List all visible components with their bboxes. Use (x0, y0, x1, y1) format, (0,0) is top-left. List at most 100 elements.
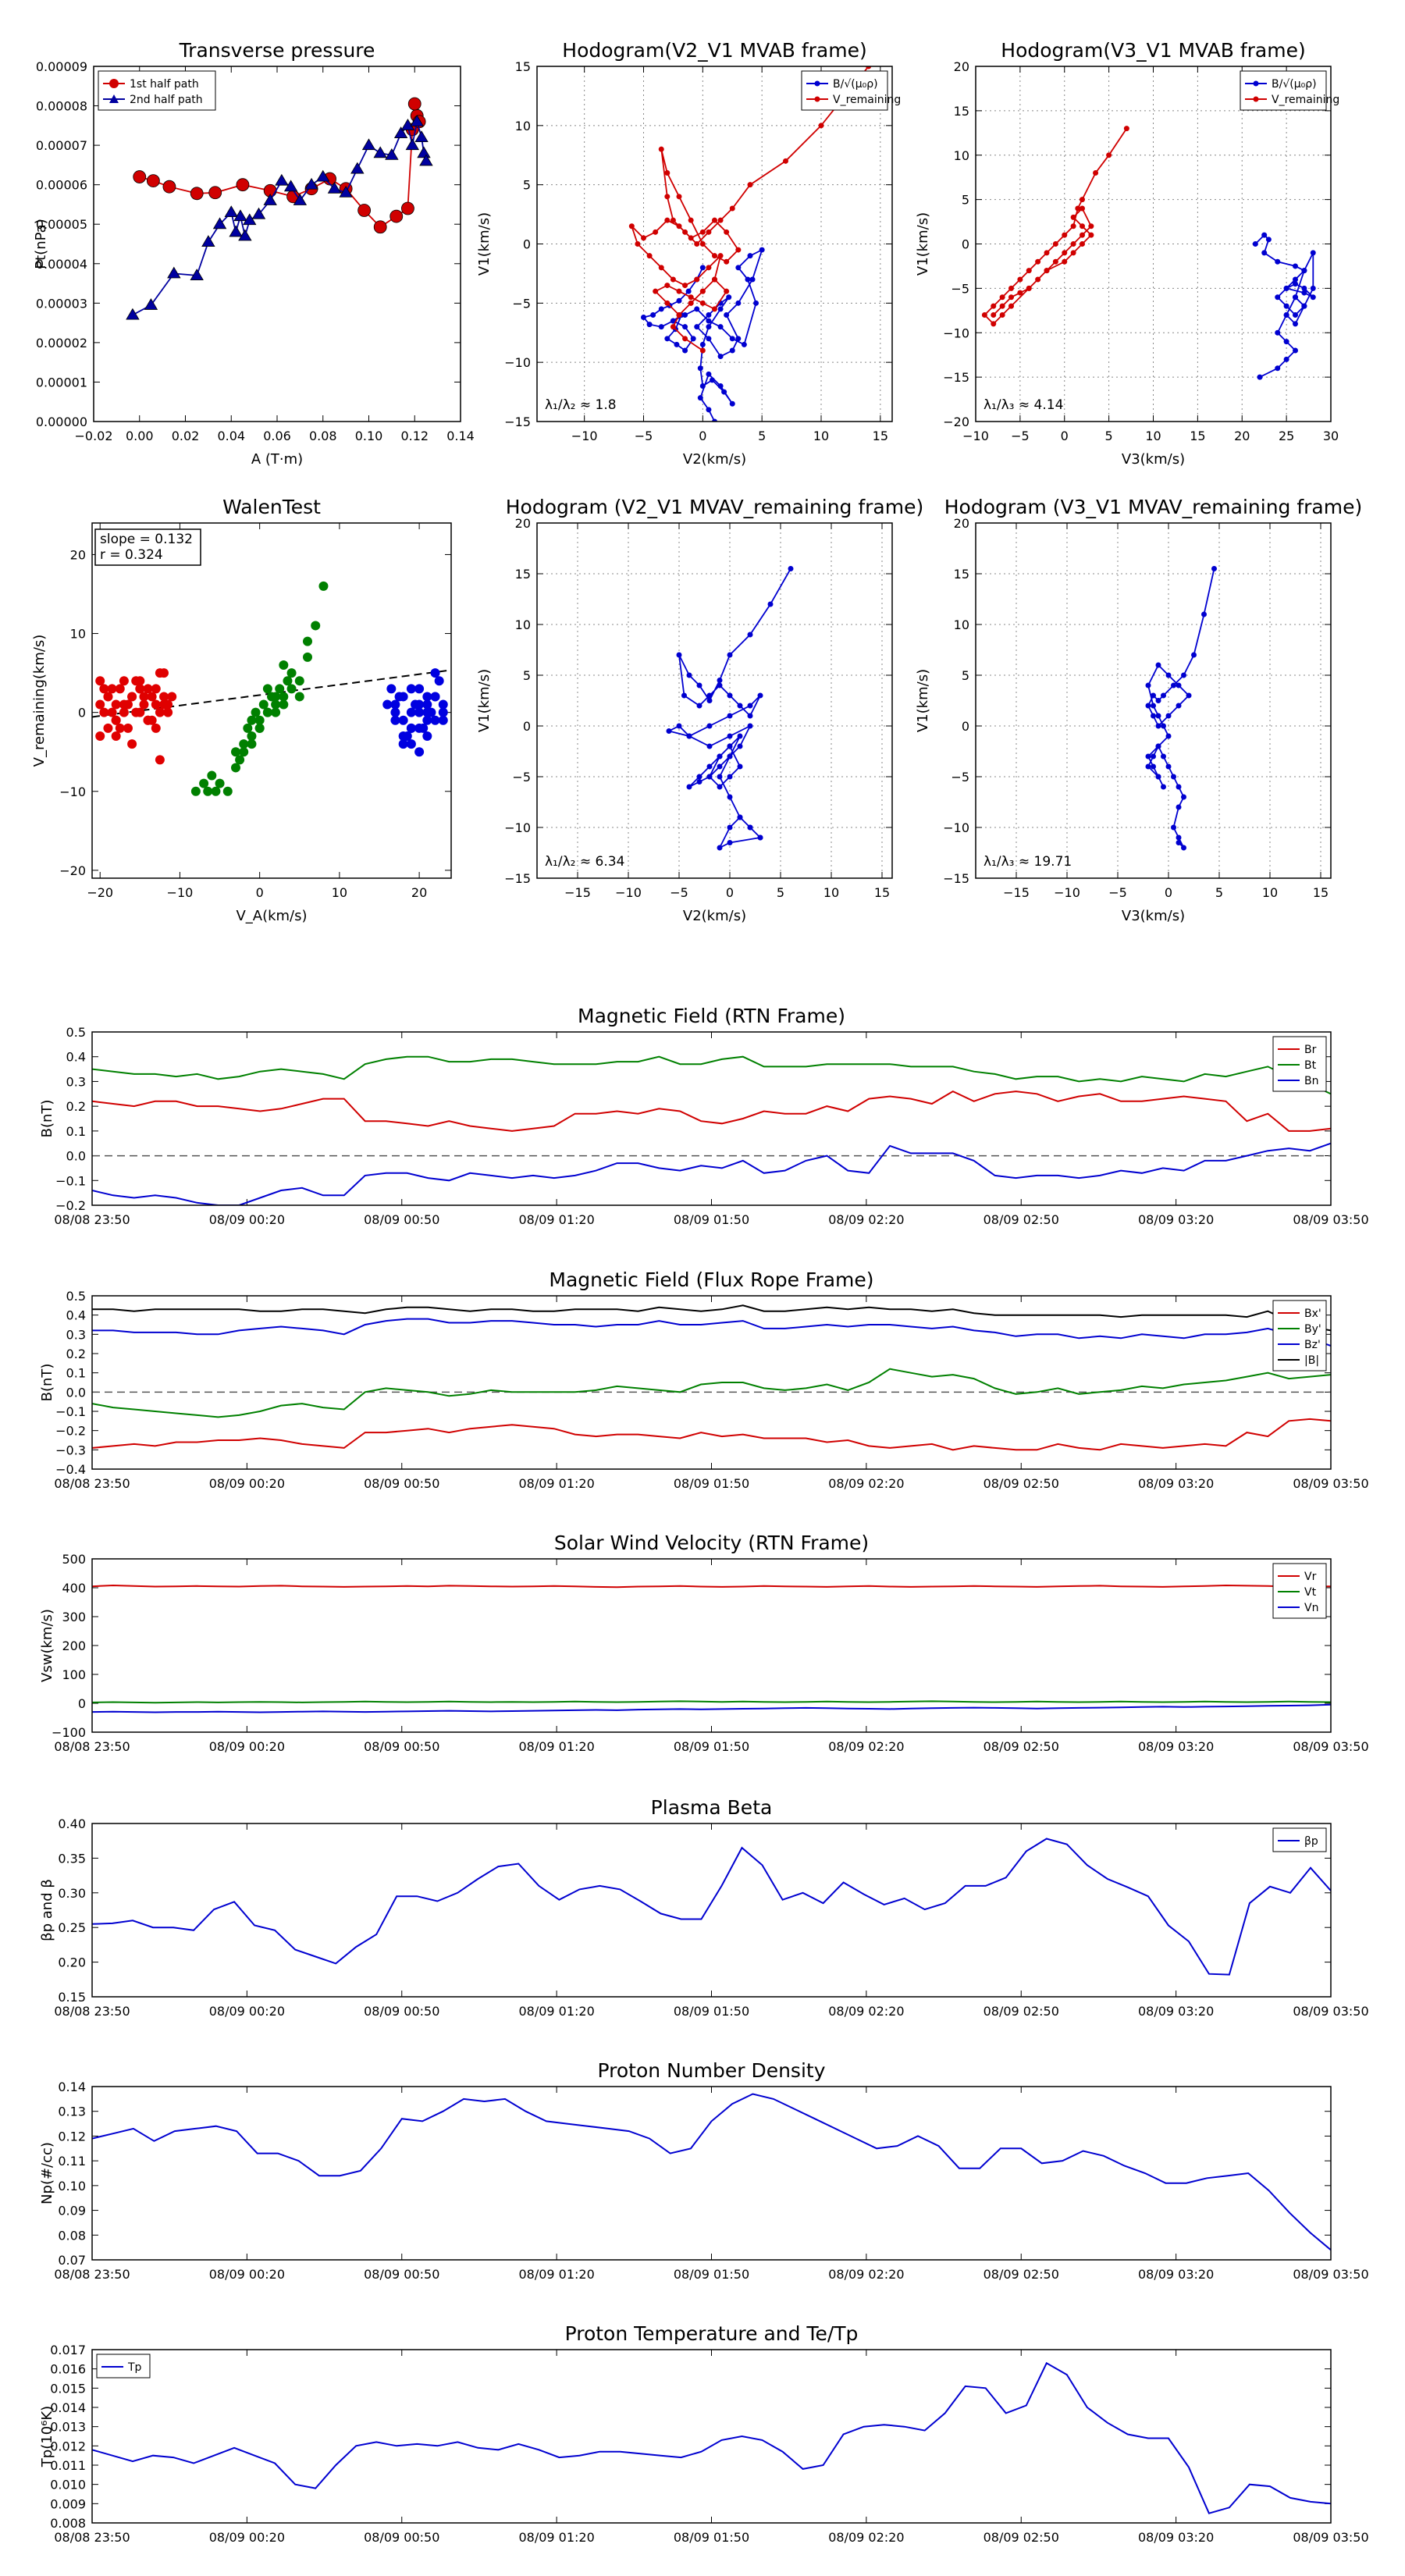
legend-label: B/√(μ₀ρ) (833, 78, 878, 91)
data-point (111, 699, 121, 710)
data-point (682, 229, 688, 235)
data-point (438, 699, 448, 710)
data-point (438, 715, 448, 725)
data-point (1088, 232, 1094, 238)
data-point (414, 699, 425, 710)
data-point (706, 763, 713, 770)
legend-label: Bx' (1304, 1308, 1321, 1320)
data-point (126, 308, 140, 320)
legend-label: Vr (1304, 1571, 1317, 1583)
data-point (981, 312, 987, 318)
legend-marker (1253, 80, 1259, 87)
data-point (682, 336, 688, 342)
y-tick-label: −10 (504, 355, 531, 370)
y-tick-label: 100 (62, 1667, 86, 1682)
data-point (1275, 294, 1281, 301)
y-tick-label: 0.4 (66, 1308, 86, 1323)
y-tick-label: 0.017 (50, 2343, 86, 2357)
data-point (729, 205, 735, 212)
data-point (1165, 733, 1172, 739)
y-axis-label: Np(#/cc) (39, 2142, 55, 2204)
legend-frame (1240, 70, 1327, 111)
y-tick-label: −15 (943, 370, 969, 385)
chart-p5: Hodogram (V2_V1 MVAV_remaining frame) −15… (476, 496, 923, 924)
series-line (667, 568, 791, 850)
data-point (1283, 356, 1289, 362)
x-tick-label: −15 (564, 885, 591, 900)
y-tick-label: 5 (523, 668, 531, 683)
data-point (1151, 763, 1156, 770)
data-point (699, 347, 706, 354)
x-tick-label: 20 (1234, 429, 1250, 443)
data-point (190, 187, 204, 201)
chart-p6: Hodogram (V3_V1 MVAV_remaining frame) −15… (915, 496, 1362, 924)
x-tick-label: 0.04 (217, 429, 245, 443)
x-tick-label: 08/09 03:50 (1293, 2267, 1368, 2282)
data-point (279, 692, 289, 702)
data-point (641, 235, 646, 241)
data-point (709, 377, 715, 383)
data-point (430, 692, 440, 702)
plot-area (92, 2361, 1331, 2514)
data-point (1145, 763, 1151, 770)
y-tick-label: 0.0 (66, 1385, 86, 1400)
x-tick-label: 0.08 (309, 429, 337, 443)
x-tick-label: −10 (615, 885, 642, 900)
data-point (434, 676, 444, 686)
data-point (1026, 268, 1032, 274)
data-point (1062, 232, 1068, 238)
series-0 (92, 1584, 1331, 1589)
chart-p1: Transverse pressure 0.00000 0.00001 0.00002… (33, 39, 475, 468)
y-tick-label: 0.00001 (36, 375, 87, 390)
data-point (686, 733, 692, 739)
data-point (1293, 276, 1298, 283)
series-0 (92, 2093, 1331, 2251)
data-point (414, 747, 425, 757)
chart-title: Plasma Beta (651, 1796, 773, 1819)
data-point (211, 786, 221, 796)
data-point (706, 318, 712, 324)
data-point (676, 297, 682, 304)
data-point (697, 395, 703, 401)
data-point (1070, 241, 1076, 247)
x-tick-label: 08/09 03:20 (1138, 2267, 1214, 2282)
data-point (163, 699, 173, 710)
y-tick-label: 0.14 (58, 2080, 86, 2094)
axes-frame (975, 522, 1332, 879)
series-line (92, 1838, 1331, 1976)
data-point (243, 723, 253, 733)
data-point (712, 306, 717, 312)
x-axis-label: V2(km/s) (683, 908, 746, 924)
data-point (231, 763, 240, 773)
data-point (135, 684, 145, 694)
data-point (697, 365, 703, 372)
x-tick-label: 08/09 02:50 (984, 2530, 1059, 2545)
y-tick-label: 0.015 (50, 2381, 86, 2396)
data-point (151, 684, 161, 694)
series-0 (133, 97, 426, 234)
legend-marker (1253, 96, 1259, 102)
y-tick-label: −0.1 (55, 1173, 86, 1188)
data-point (311, 621, 321, 631)
data-point (1176, 682, 1182, 688)
data-point (390, 707, 400, 717)
data-point (275, 684, 285, 694)
data-point (119, 676, 129, 686)
data-point (664, 194, 670, 200)
x-tick-label: −10 (571, 429, 598, 443)
x-axis-label: A (T·m) (251, 451, 303, 468)
data-point (406, 684, 416, 694)
data-point (251, 707, 261, 717)
data-point (1301, 285, 1307, 291)
x-tick-label: 0.02 (172, 429, 200, 443)
y-tick-label: 0.11 (58, 2154, 86, 2169)
data-point (674, 341, 680, 347)
chart-p8: Magnetic Field (Flux Rope Frame) −0.4 −0.3… (39, 1268, 1369, 1491)
data-point (318, 581, 329, 591)
data-point (275, 173, 289, 186)
data-point (706, 265, 712, 271)
data-point (788, 566, 794, 571)
x-tick-label: 08/09 03:20 (1138, 1212, 1214, 1227)
data-point (676, 223, 682, 229)
x-tick-label: 08/09 00:50 (364, 1212, 439, 1227)
